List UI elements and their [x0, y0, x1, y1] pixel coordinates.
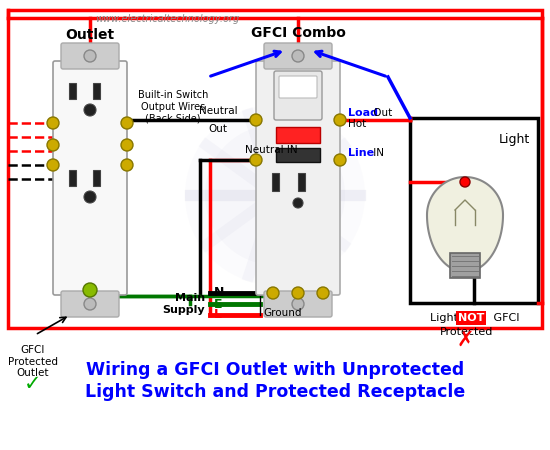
Circle shape	[250, 154, 262, 166]
FancyBboxPatch shape	[264, 291, 332, 317]
Text: Outlet: Outlet	[65, 28, 114, 42]
Bar	[276, 127, 320, 143]
Circle shape	[121, 139, 133, 151]
Circle shape	[47, 139, 59, 151]
Text: Out: Out	[370, 108, 392, 118]
Circle shape	[293, 198, 303, 208]
Bar	[276, 148, 320, 162]
Text: IN: IN	[370, 148, 384, 158]
Polygon shape	[205, 125, 345, 265]
Circle shape	[460, 177, 470, 187]
Bar	[93, 170, 100, 186]
Circle shape	[317, 287, 329, 299]
Bar	[450, 253, 480, 278]
Circle shape	[292, 50, 304, 62]
Circle shape	[267, 287, 279, 299]
Text: Hot: Hot	[348, 119, 366, 129]
FancyBboxPatch shape	[53, 61, 127, 295]
FancyBboxPatch shape	[264, 43, 332, 69]
Bar	[69, 83, 76, 99]
Circle shape	[292, 287, 304, 299]
Circle shape	[84, 104, 96, 116]
Circle shape	[84, 298, 96, 310]
Text: L: L	[214, 309, 222, 321]
Circle shape	[334, 114, 346, 126]
Text: Neutral: Neutral	[199, 106, 237, 116]
FancyBboxPatch shape	[279, 76, 317, 98]
Text: www.electricaltechnology.org: www.electricaltechnology.org	[95, 14, 239, 24]
Circle shape	[250, 114, 262, 126]
Circle shape	[292, 298, 304, 310]
Circle shape	[47, 117, 59, 129]
Circle shape	[84, 50, 96, 62]
Text: Protected: Protected	[440, 327, 493, 337]
Bar	[410, 118, 538, 303]
Text: NOT: NOT	[458, 313, 485, 323]
Text: Out: Out	[208, 124, 228, 134]
Circle shape	[84, 191, 96, 203]
FancyBboxPatch shape	[256, 61, 340, 295]
Text: GFCI
Protected
Outlet: GFCI Protected Outlet	[8, 345, 58, 378]
Text: Line: Line	[348, 148, 374, 158]
Text: Built-in Switch
Output Wires
(Back Side): Built-in Switch Output Wires (Back Side)	[138, 90, 208, 123]
FancyBboxPatch shape	[61, 291, 119, 317]
Text: GFCI: GFCI	[490, 313, 520, 323]
Text: GFCI Combo: GFCI Combo	[251, 26, 345, 40]
Bar	[93, 83, 100, 99]
Bar	[69, 170, 76, 186]
Circle shape	[83, 283, 97, 297]
Circle shape	[121, 117, 133, 129]
Text: Light Switch and Protected Receptacle: Light Switch and Protected Receptacle	[85, 383, 465, 401]
Circle shape	[47, 159, 59, 171]
Circle shape	[121, 159, 133, 171]
Polygon shape	[427, 177, 503, 272]
Bar	[272, 173, 279, 191]
Text: Wiring a GFCI Outlet with Unprotected: Wiring a GFCI Outlet with Unprotected	[86, 361, 464, 379]
Text: ✗: ✗	[456, 330, 474, 350]
Bar	[8, 10, 542, 328]
Text: Neutral IN: Neutral IN	[245, 145, 298, 155]
FancyBboxPatch shape	[61, 43, 119, 69]
Text: Light: Light	[499, 134, 530, 147]
Text: Ground: Ground	[263, 308, 301, 318]
Text: Load: Load	[348, 108, 378, 118]
Bar	[298, 173, 305, 191]
Text: E: E	[214, 297, 223, 310]
Circle shape	[334, 154, 346, 166]
Text: Light: Light	[430, 313, 461, 323]
FancyBboxPatch shape	[274, 71, 322, 120]
Text: N: N	[214, 287, 224, 300]
Text: ✓: ✓	[24, 374, 42, 394]
Text: Main
Supply: Main Supply	[162, 293, 205, 315]
